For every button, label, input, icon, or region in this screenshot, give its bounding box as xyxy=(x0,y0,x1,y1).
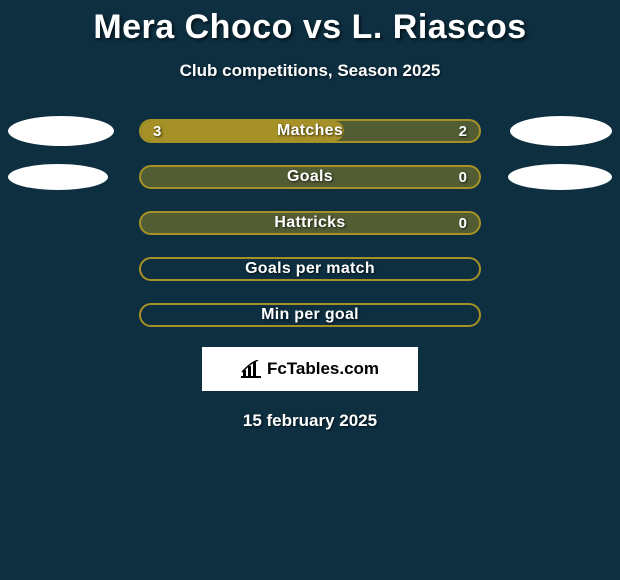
stat-row: Goals0 xyxy=(0,165,620,189)
player-left-ellipse xyxy=(8,164,108,190)
stat-bar: Goals per match xyxy=(139,257,481,281)
stat-value-right: 2 xyxy=(459,121,467,141)
attribution-text: FcTables.com xyxy=(267,359,379,379)
stat-bar: Min per goal xyxy=(139,303,481,327)
stat-label: Matches xyxy=(141,121,479,141)
stat-label: Goals xyxy=(141,167,479,187)
player-right-ellipse xyxy=(508,164,612,190)
stat-row: Matches3 2 xyxy=(0,119,620,143)
stat-label: Min per goal xyxy=(141,305,479,325)
bar-chart-icon xyxy=(241,360,261,378)
date-text: 15 february 2025 xyxy=(0,411,620,431)
stat-bar: Goals0 xyxy=(139,165,481,189)
stat-value-right: 0 xyxy=(459,213,467,233)
stat-label: Goals per match xyxy=(141,259,479,279)
stat-row: Min per goal xyxy=(0,303,620,327)
page-title: Mera Choco vs L. Riascos xyxy=(0,0,620,47)
stat-value-right: 0 xyxy=(459,167,467,187)
stat-row: Goals per match xyxy=(0,257,620,281)
stat-row: Hattricks0 xyxy=(0,211,620,235)
attribution-box: FcTables.com xyxy=(202,347,418,391)
stat-bar: Matches3 2 xyxy=(139,119,481,143)
stats-container: Matches32Goals0Hattricks0Goals per match… xyxy=(0,119,620,327)
player-left-ellipse xyxy=(8,116,114,146)
stat-value-left: 3 xyxy=(153,121,161,141)
stat-label: Hattricks xyxy=(141,213,479,233)
player-right-ellipse xyxy=(510,116,612,146)
subtitle: Club competitions, Season 2025 xyxy=(0,61,620,81)
stat-bar: Hattricks0 xyxy=(139,211,481,235)
